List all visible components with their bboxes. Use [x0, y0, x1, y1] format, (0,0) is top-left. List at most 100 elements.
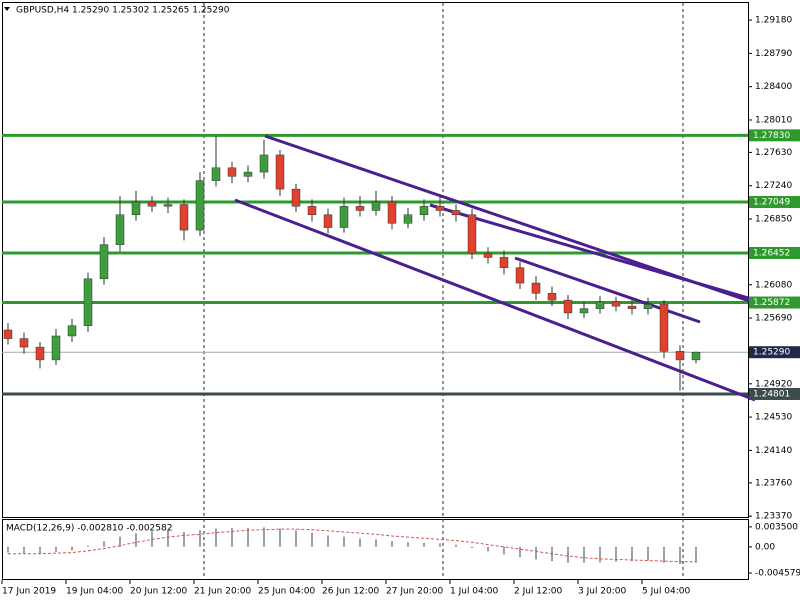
candle-body	[339, 205, 349, 228]
macd-bar	[375, 539, 377, 547]
y-tick-label: 1.28400	[755, 82, 792, 92]
candle-body	[483, 252, 493, 258]
y-tick-label: 1.28010	[755, 115, 792, 125]
macd-bar	[487, 546, 489, 552]
macd-bar	[295, 530, 297, 547]
macd-bar	[23, 546, 25, 554]
macd-bar	[71, 546, 73, 551]
candle-body	[227, 167, 237, 177]
candle-body	[35, 346, 45, 361]
y-tick-label: 1.29180	[755, 16, 792, 26]
macd-bar	[183, 532, 185, 547]
macd-bar	[87, 545, 89, 547]
candle-body	[675, 351, 685, 361]
level-label-box	[749, 196, 800, 209]
x-tick-label: 25 Jun 04:00	[258, 587, 315, 597]
level-label-box	[749, 129, 800, 142]
y-tick-label: 1.27240	[755, 181, 792, 191]
macd-bar	[679, 546, 681, 564]
candle-body	[467, 214, 477, 254]
macd-bar	[7, 546, 9, 553]
macd-bar	[215, 528, 217, 547]
macd-bar	[567, 546, 569, 563]
level-label-box	[749, 346, 800, 359]
macd-signal-line	[8, 528, 696, 563]
y-tick-label: 1.24140	[755, 446, 792, 456]
candle-body	[147, 201, 157, 207]
macd-bar	[599, 546, 601, 563]
macd-bar	[471, 546, 473, 548]
candle-body	[627, 305, 637, 309]
candle-body	[643, 304, 653, 309]
candle-body	[195, 180, 205, 231]
level-label: 1.26452	[753, 248, 790, 258]
level-label: 1.25872	[753, 298, 790, 308]
y-tick-label: 1.26080	[755, 280, 792, 290]
main-panel	[2, 2, 749, 518]
candle-body	[499, 257, 509, 268]
candle-body	[355, 205, 365, 211]
candle-body	[211, 167, 221, 181]
macd-bar	[343, 536, 345, 547]
macd-panel	[2, 519, 749, 580]
macd-bar	[135, 533, 137, 547]
macd-bar	[695, 546, 697, 563]
level-label-box	[749, 296, 800, 309]
candle-body	[563, 299, 573, 314]
candle-body	[387, 201, 397, 224]
macd-bar	[519, 546, 521, 558]
macd-bar	[407, 542, 409, 547]
x-tick-label: 27 Jun 20:00	[386, 587, 443, 597]
x-tick-label: 3 Jul 20:00	[578, 587, 627, 597]
y-tick-label: 1.26850	[755, 215, 792, 225]
macd-bar	[167, 530, 169, 547]
macd-bar	[615, 546, 617, 562]
chart-title: GBPUSD,H4 1.25290 1.25302 1.25265 1.2529…	[16, 6, 230, 16]
candle-body	[51, 335, 61, 361]
macd-bar	[535, 546, 537, 560]
candle-body	[515, 267, 525, 284]
y-tick-label: 1.24530	[755, 413, 792, 423]
candle-body	[163, 204, 173, 207]
macd-y-tick-label: -0.004579	[755, 569, 800, 579]
channel-line	[429, 203, 756, 302]
candle-body	[419, 205, 429, 215]
macd-bar	[631, 546, 633, 562]
macd-bar	[455, 544, 457, 547]
macd-bar	[423, 542, 425, 547]
candle-body	[307, 205, 317, 215]
macd-bar	[583, 546, 585, 563]
level-label-box	[749, 387, 800, 400]
macd-title: MACD(12,26,9) -0.002810 -0.002582	[6, 524, 172, 534]
level-label: 1.27049	[753, 198, 790, 208]
macd-bar	[391, 541, 393, 547]
x-tick-label: 5 Jul 04:00	[642, 587, 691, 597]
candle-body	[451, 210, 461, 215]
candle-body	[19, 338, 29, 348]
macd-bar	[359, 538, 361, 547]
macd-bar	[663, 546, 665, 563]
candle-body	[99, 244, 109, 280]
macd-bar	[279, 528, 281, 547]
x-tick-label: 26 Jun 12:00	[322, 587, 379, 597]
macd-bar	[55, 546, 57, 552]
macd-bar	[311, 532, 313, 547]
y-tick-label: 1.27630	[755, 148, 792, 158]
candle-body	[403, 214, 413, 224]
y-tick-label: 1.25690	[755, 314, 792, 324]
candle-body	[435, 205, 445, 211]
candle-body	[371, 201, 381, 211]
macd-bar	[39, 546, 41, 554]
macd-bar	[231, 528, 233, 547]
macd-bar	[503, 546, 505, 555]
candle-body	[691, 351, 701, 361]
candle-body	[243, 171, 253, 177]
title-arrow	[4, 7, 10, 11]
macd-y-tick-label: 0.003500	[755, 522, 798, 532]
macd-bar	[247, 528, 249, 547]
channel-line	[234, 198, 756, 402]
y-tick-label: 1.24920	[755, 379, 792, 389]
candle-body	[115, 214, 125, 245]
